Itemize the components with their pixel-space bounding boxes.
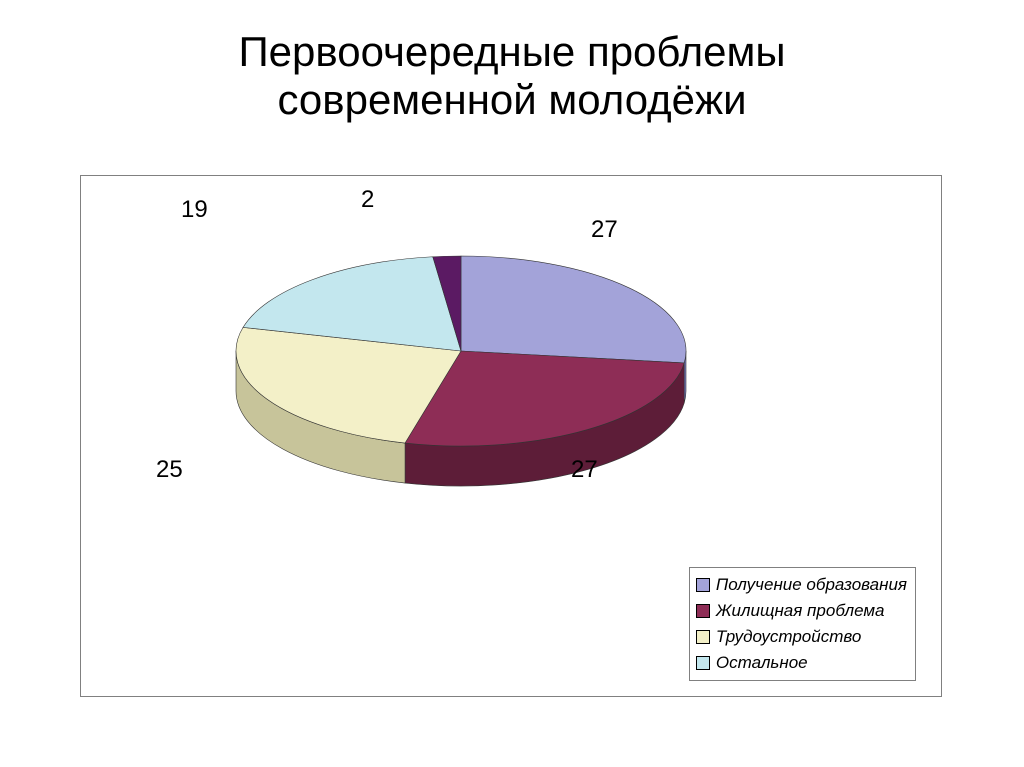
legend-swatch	[696, 604, 710, 618]
legend-label: Трудоустройство	[716, 624, 861, 650]
data-label-27a: 27	[591, 216, 618, 244]
legend-label: Жилищная проблема	[716, 598, 885, 624]
pie-chart	[231, 236, 691, 496]
slide: Первоочередные проблемы современной моло…	[0, 0, 1024, 767]
legend-item: Трудоустройство	[696, 624, 907, 650]
legend-label: Остальное	[716, 650, 808, 676]
legend-swatch	[696, 656, 710, 670]
legend-item: Жилищная проблема	[696, 598, 907, 624]
data-label-27b: 27	[571, 456, 598, 484]
chart-legend: Получение образования Жилищная проблема …	[689, 567, 916, 681]
slide-title: Первоочередные проблемы современной моло…	[0, 0, 1024, 125]
title-line-2: современной молодёжи	[277, 76, 746, 123]
chart-frame: 27 27 25 19 2 Получение образования Жили…	[80, 175, 942, 697]
legend-label: Получение образования	[716, 572, 907, 598]
data-label-19: 19	[181, 196, 208, 224]
legend-swatch	[696, 630, 710, 644]
title-line-1: Первоочередные проблемы	[238, 28, 785, 75]
legend-item: Получение образования	[696, 572, 907, 598]
legend-swatch	[696, 578, 710, 592]
legend-item: Остальное	[696, 650, 907, 676]
data-label-2: 2	[361, 186, 374, 214]
data-label-25: 25	[156, 456, 183, 484]
